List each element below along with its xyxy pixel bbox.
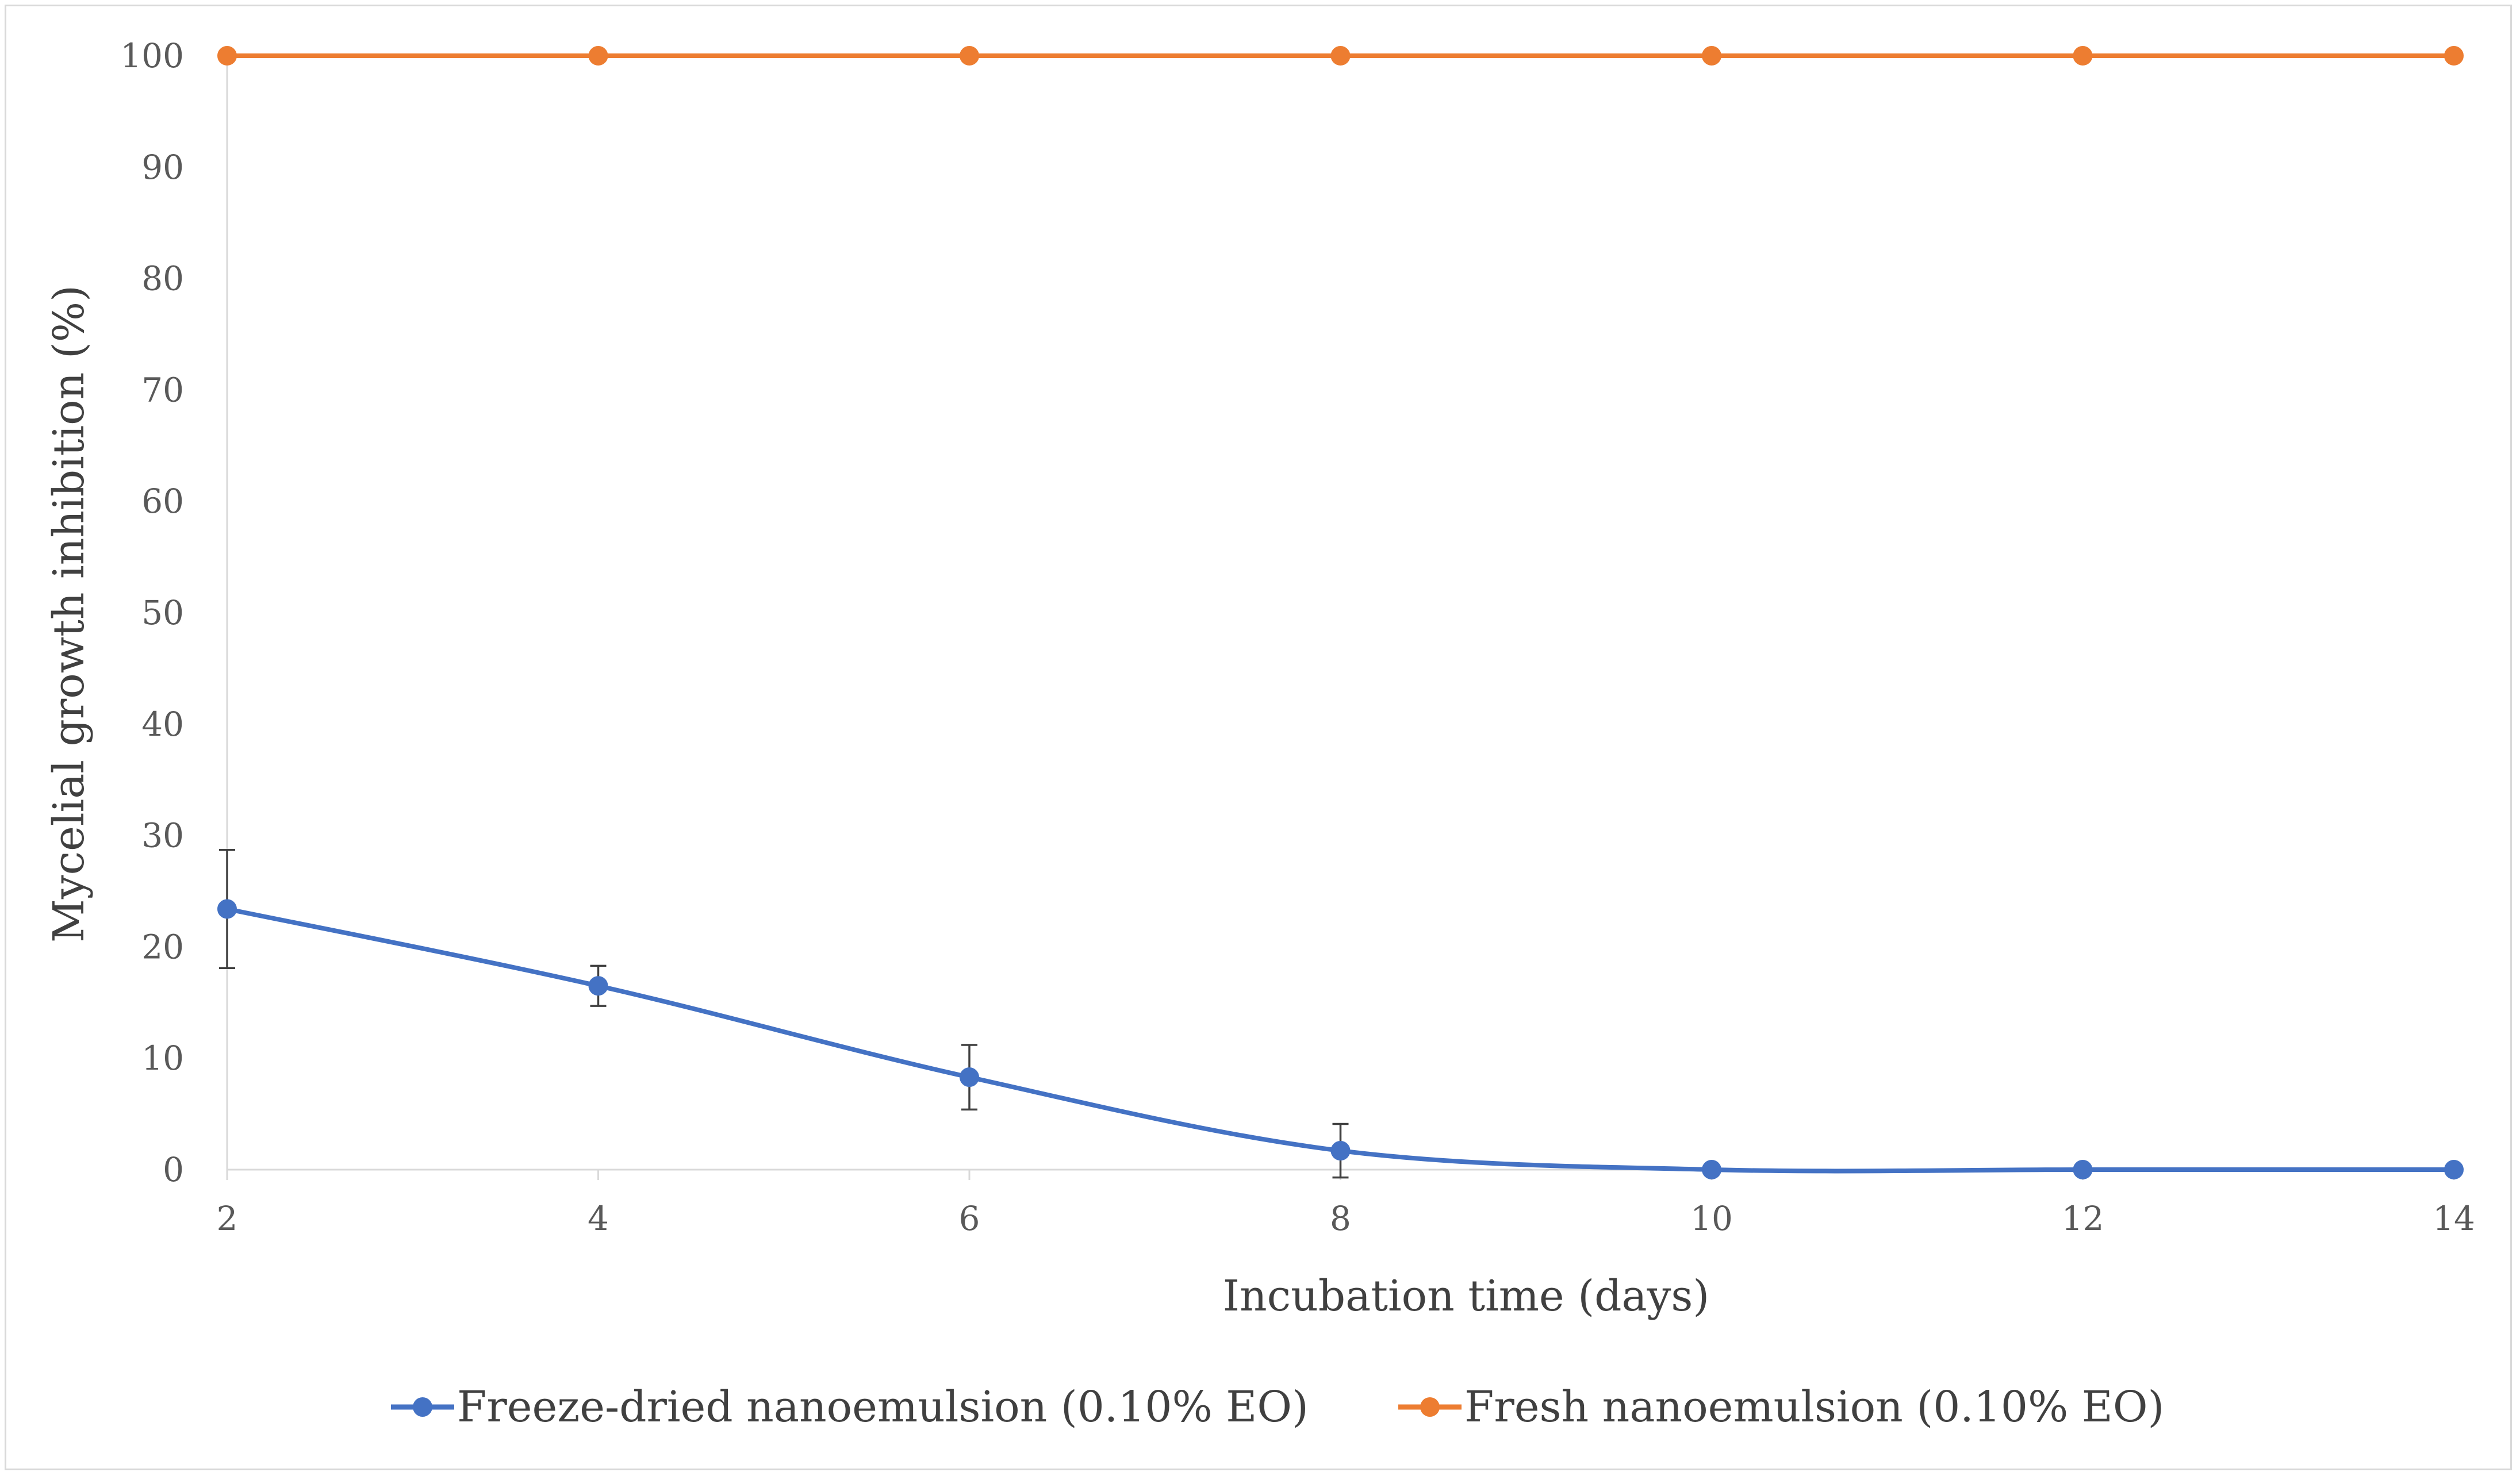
data-point-fresh (1330, 46, 1351, 66)
y-tick-label: 70 (141, 370, 184, 409)
data-point-fresh (588, 46, 608, 66)
data-point-fresh (2444, 46, 2464, 66)
x-tick-label: 2 (217, 1199, 238, 1238)
y-tick-label: 60 (141, 482, 184, 521)
x-tick-label: 6 (959, 1199, 980, 1238)
legend-swatch-marker-fresh (1420, 1397, 1440, 1417)
x-tick-label: 14 (2433, 1199, 2475, 1238)
legend-swatch-marker-freeze-dried (413, 1397, 432, 1417)
data-point-fresh (960, 46, 979, 66)
x-tick-label: 12 (2062, 1199, 2104, 1238)
data-point-fresh (2073, 46, 2093, 66)
data-point-freeze-dried (588, 976, 608, 996)
x-tick-label: 4 (588, 1199, 609, 1238)
data-point-freeze-dried (217, 899, 237, 919)
series-layer (217, 46, 2464, 1179)
y-tick-label: 90 (141, 148, 184, 187)
data-point-freeze-dried (1702, 1160, 1721, 1179)
series-fresh (217, 46, 2464, 66)
chart-frame (5, 5, 2512, 1470)
legend: Freeze-dried nanoemulsion (0.10% EO) Fre… (391, 1382, 2164, 1432)
y-axis: 0 10 20 30 40 50 60 70 80 90 100 (120, 36, 228, 1189)
x-tick-label: 10 (1690, 1199, 1733, 1238)
y-tick-label: 20 (141, 927, 184, 966)
data-point-freeze-dried (1330, 1141, 1351, 1161)
data-point-freeze-dried (2073, 1160, 2093, 1179)
legend-label-fresh: Fresh nanoemulsion (0.10% EO) (1464, 1382, 2164, 1432)
x-axis: 2 4 6 8 10 12 14 (217, 1168, 2475, 1238)
legend-item-fresh: Fresh nanoemulsion (0.10% EO) (1398, 1382, 2164, 1432)
data-point-fresh (217, 46, 237, 66)
y-tick-label: 0 (163, 1150, 184, 1189)
y-tick-label: 40 (141, 705, 184, 744)
y-tick-label: 100 (120, 36, 184, 75)
y-axis-title: Mycelial growth inhibition (%) (44, 285, 94, 943)
y-tick-label: 10 (141, 1039, 184, 1078)
data-point-fresh (1702, 46, 1721, 66)
legend-item-freeze-dried: Freeze-dried nanoemulsion (0.10% EO) (391, 1382, 1309, 1432)
series-freeze-dried (217, 849, 2464, 1179)
data-point-freeze-dried (2444, 1160, 2464, 1179)
x-tick-label: 8 (1330, 1199, 1351, 1238)
y-tick-label: 80 (141, 259, 184, 298)
y-tick-label: 50 (141, 593, 184, 632)
legend-label-freeze-dried: Freeze-dried nanoemulsion (0.10% EO) (457, 1382, 1309, 1432)
x-axis-title: Incubation time (days) (1223, 1271, 1710, 1321)
data-point-freeze-dried (960, 1067, 979, 1087)
y-tick-label: 30 (141, 816, 184, 855)
